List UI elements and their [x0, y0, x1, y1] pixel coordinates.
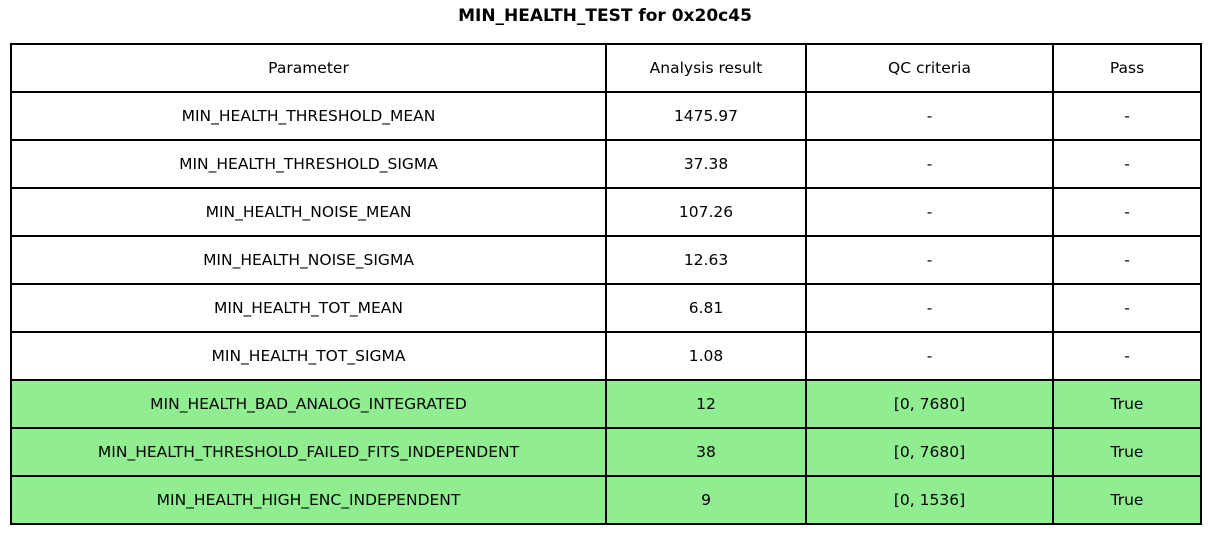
pass-cell: True — [1052, 379, 1202, 429]
column-header-qc-criteria: QC criteria — [805, 43, 1054, 93]
table-row: MIN_HEALTH_THRESHOLD_FAILED_FITS_INDEPEN… — [10, 427, 1202, 477]
analysis-result-cell: 38 — [605, 427, 807, 477]
qc-criteria-cell: - — [805, 235, 1054, 285]
table-row: MIN_HEALTH_NOISE_SIGMA 12.63- - — [10, 235, 1202, 285]
pass-cell: True — [1052, 475, 1202, 525]
table-row: MIN_HEALTH_THRESHOLD_SIGMA 37.38- - — [10, 139, 1202, 189]
parameter-cell: MIN_HEALTH_TOT_MEAN — [10, 283, 607, 333]
analysis-result-cell: 37.38 — [605, 139, 807, 189]
qc-criteria-cell: [0, 7680] — [805, 379, 1054, 429]
analysis-result-cell: 1.08 — [605, 331, 807, 381]
parameter-cell: MIN_HEALTH_BAD_ANALOG_INTEGRATED — [10, 379, 607, 429]
qc-criteria-cell: - — [805, 91, 1054, 141]
table-row: MIN_HEALTH_TOT_MEAN 6.81- - — [10, 283, 1202, 333]
qc-criteria-cell: - — [805, 187, 1054, 237]
pass-cell: - — [1052, 91, 1202, 141]
parameter-cell: MIN_HEALTH_HIGH_ENC_INDEPENDENT — [10, 475, 607, 525]
qc-criteria-cell: - — [805, 139, 1054, 189]
column-header-pass: Pass — [1052, 43, 1202, 93]
pass-cell: - — [1052, 283, 1202, 333]
parameter-cell: MIN_HEALTH_THRESHOLD_SIGMA — [10, 139, 607, 189]
pass-cell: - — [1052, 235, 1202, 285]
analysis-result-cell: 107.26 — [605, 187, 807, 237]
table-row: MIN_HEALTH_HIGH_ENC_INDEPENDENT 9 [0, 1536… — [10, 475, 1202, 525]
qc-criteria-cell: - — [805, 283, 1054, 333]
analysis-result-cell: 9 — [605, 475, 807, 525]
column-header-analysis-result: Analysis result — [605, 43, 807, 93]
pass-cell: - — [1052, 187, 1202, 237]
table-row: MIN_HEALTH_THRESHOLD_MEAN 1475.97- - — [10, 91, 1202, 141]
qc-criteria-cell: [0, 1536] — [805, 475, 1054, 525]
column-header-parameter: Parameter — [10, 43, 607, 93]
analysis-result-cell: 6.81 — [605, 283, 807, 333]
parameter-cell: MIN_HEALTH_NOISE_MEAN — [10, 187, 607, 237]
analysis-result-cell: 12.63 — [605, 235, 807, 285]
page-title: MIN_HEALTH_TEST for 0x20c45 — [458, 6, 752, 26]
pass-cell: True — [1052, 427, 1202, 477]
table-header-row: Parameter Analysis result QC criteria Pa… — [10, 43, 1202, 93]
analysis-result-cell: 12 — [605, 379, 807, 429]
parameter-cell: MIN_HEALTH_THRESHOLD_MEAN — [10, 91, 607, 141]
table-row: MIN_HEALTH_TOT_SIGMA 1.08- - — [10, 331, 1202, 381]
parameter-cell: MIN_HEALTH_NOISE_SIGMA — [10, 235, 607, 285]
pass-cell: - — [1052, 139, 1202, 189]
table-row: MIN_HEALTH_BAD_ANALOG_INTEGRATED 12 [0, 76… — [10, 379, 1202, 429]
table-row: MIN_HEALTH_NOISE_MEAN 107.26- - — [10, 187, 1202, 237]
pass-cell: - — [1052, 331, 1202, 381]
analysis-result-cell: 1475.97 — [605, 91, 807, 141]
parameter-cell: MIN_HEALTH_TOT_SIGMA — [10, 331, 607, 381]
qc-criteria-cell: - — [805, 331, 1054, 381]
qc-criteria-cell: [0, 7680] — [805, 427, 1054, 477]
parameter-cell: MIN_HEALTH_THRESHOLD_FAILED_FITS_INDEPEN… — [10, 427, 607, 477]
qc-results-table: Parameter Analysis result QC criteria Pa… — [10, 43, 1202, 525]
